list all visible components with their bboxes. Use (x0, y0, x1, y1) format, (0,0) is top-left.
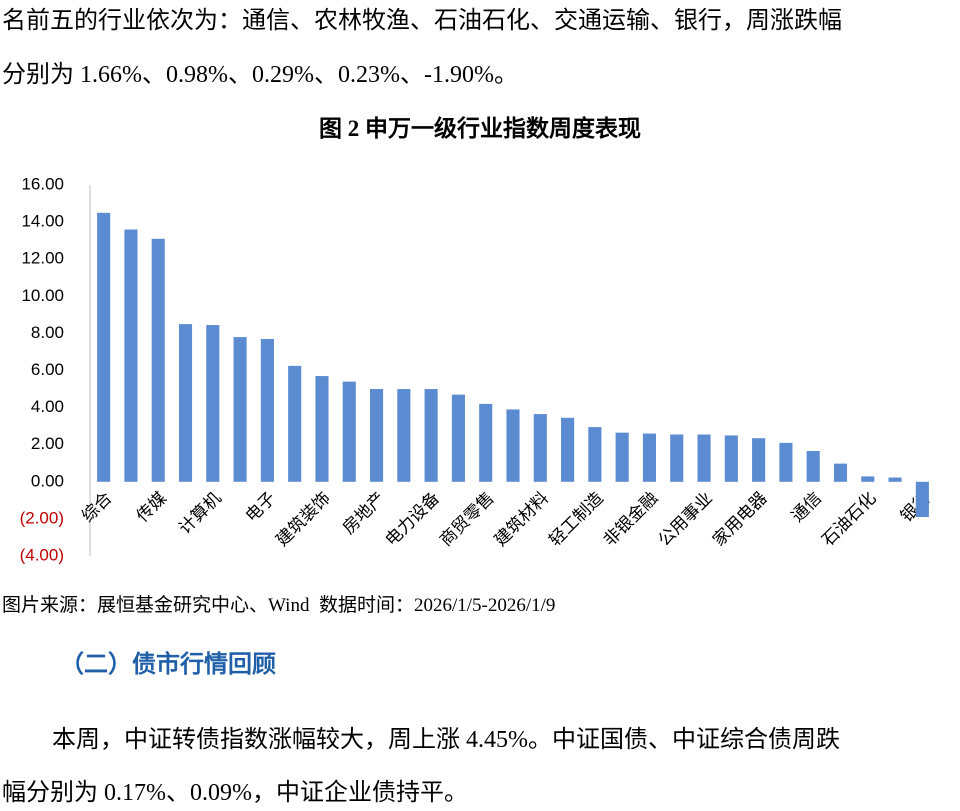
chart-title: 图 2 申万一级行业指数周度表现 (319, 116, 641, 141)
x-tick-label: 传媒 (133, 488, 170, 525)
y-tick-label: 6.00 (31, 360, 64, 379)
bar (888, 477, 902, 482)
bar (670, 434, 684, 482)
x-tick-label: 建筑材料 (491, 488, 553, 550)
x-tick-label: 建筑装饰 (272, 488, 334, 550)
bar (615, 432, 629, 482)
bar (506, 409, 520, 482)
bar (97, 212, 111, 482)
bar (642, 433, 657, 482)
bar (588, 427, 602, 482)
bar (424, 389, 438, 482)
bar (724, 435, 738, 482)
bar (124, 229, 138, 482)
bar (397, 389, 411, 482)
y-tick-label: (2.00) (20, 508, 64, 527)
y-tick-label: 4.00 (31, 397, 64, 416)
x-tick-label: 轻工制造 (545, 488, 607, 550)
y-tick-label: 12.00 (21, 249, 64, 268)
bar (752, 438, 766, 482)
bar (806, 451, 820, 482)
bar (178, 324, 193, 482)
y-tick-label: 0.00 (31, 471, 64, 490)
bar (288, 365, 302, 482)
x-tick-label: 非银金融 (600, 488, 662, 550)
bar (833, 463, 848, 482)
x-tick-label: 石油石化 (818, 488, 880, 550)
section-heading: （二）债市行情回顾 (60, 652, 276, 678)
y-tick-label: 10.00 (21, 286, 64, 305)
y-tick-label: (4.00) (20, 545, 64, 564)
chart: (4.00) (2.00) 0.00 2.00 4.00 6.00 8.00 10.00 12.… (20, 174, 935, 564)
x-tick-label: 综合 (78, 488, 115, 525)
bar (369, 389, 384, 482)
x-tick-label: 通信 (788, 488, 825, 525)
bar (315, 376, 329, 482)
bar (861, 476, 875, 482)
bar (779, 442, 793, 482)
y-tick-label: 8.00 (31, 323, 64, 342)
x-tick-label: 计算机 (175, 488, 224, 537)
source: 图片来源：展恒基金研究中心、Wind 数据时间：2026/1/5-2026/1/… (2, 595, 556, 616)
paragraph-line: 分别为 1.66%、0.98%、0.29%、0.23%、-1.90%。 (2, 62, 518, 88)
x-tick-label: 商贸零售 (436, 488, 498, 550)
paragraph-line: 本周，中证转债指数涨幅较大，周上涨 4.45%。中证国债、中证综合债周跌 (52, 727, 840, 753)
bar (260, 338, 274, 482)
bar (697, 434, 711, 482)
paragraph-line: 幅分别为 0.17%、0.09%，中证企业债持平。 (2, 780, 468, 806)
paragraph-line: 名前五的行业依次为：通信、农林牧渔、石油石化、交通运输、银行，周涨跌幅 (2, 8, 842, 34)
x-tick-label: 家用电器 (709, 488, 771, 550)
y-tick-label: 14.00 (21, 212, 64, 231)
bar (561, 417, 575, 482)
bar (233, 337, 247, 482)
bar (533, 414, 547, 482)
bar (206, 325, 220, 482)
bar (479, 403, 493, 482)
bar (151, 238, 165, 482)
x-tick-label: 房地产 (339, 488, 388, 537)
x-tick-label: 电子 (242, 488, 279, 525)
x-tick-label: 电力设备 (382, 488, 444, 550)
bar (342, 381, 356, 482)
bar (915, 481, 929, 518)
y-tick-label: 2.00 (31, 434, 64, 453)
y-tick-label: 16.00 (21, 174, 64, 193)
x-tick-label: 公用事业 (655, 488, 717, 550)
bar (451, 394, 465, 482)
